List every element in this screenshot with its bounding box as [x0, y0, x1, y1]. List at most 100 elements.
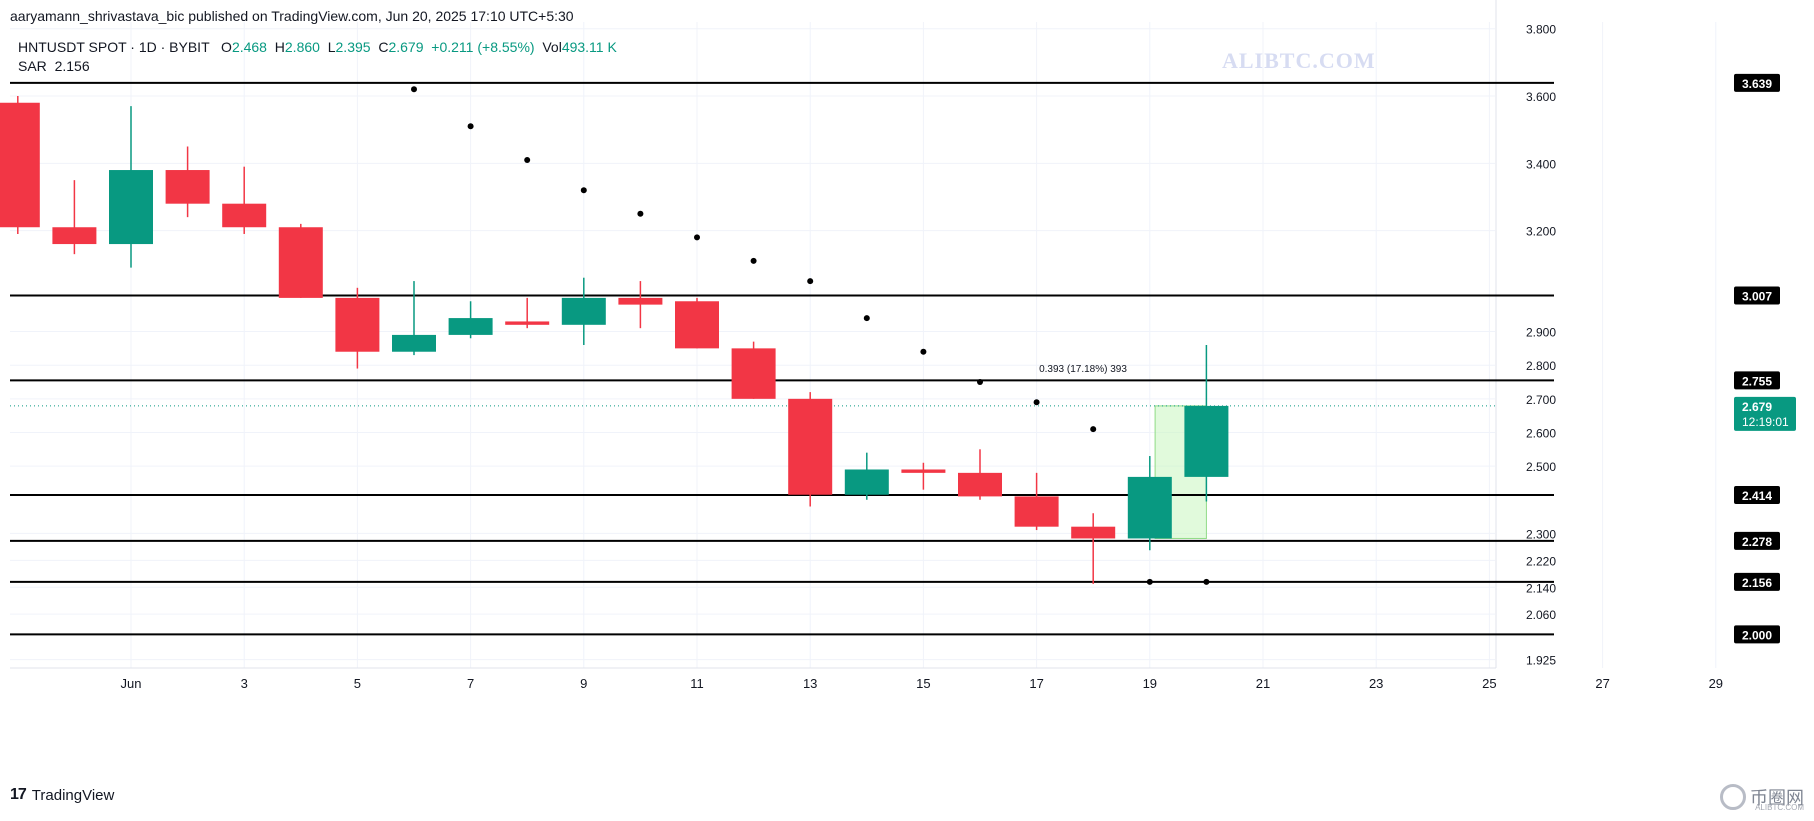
level-price-label: 2.156 [1742, 576, 1772, 590]
level-price-tag [1734, 572, 1780, 591]
candle-body-up [392, 334, 436, 352]
y-tick-label: 2.700 [1526, 393, 1556, 407]
change-value: +0.211 (+8.55%) [431, 39, 535, 55]
indicator-value: 2.156 [54, 58, 90, 74]
candle-body-up [1184, 405, 1229, 477]
candle-body-down [788, 398, 833, 495]
corner-brand-sub: ALIBTC.COM [1755, 803, 1804, 812]
candle-body-down [278, 227, 323, 298]
coin-logo-icon [1720, 784, 1746, 810]
y-tick-label: 2.300 [1526, 527, 1556, 541]
measure-label: 0.393 (17.18%) 393 [1039, 364, 1127, 375]
x-tick-label: 9 [580, 676, 587, 691]
y-tick-label: 2.800 [1526, 359, 1556, 373]
x-tick-label: 17 [1029, 676, 1043, 691]
countdown-label: 12:19:01 [1742, 415, 1789, 429]
x-tick-label: 15 [916, 676, 930, 691]
level-price-tag [1734, 531, 1780, 550]
candle-body-down [52, 227, 97, 245]
tradingview-logo-icon: 17 [10, 786, 27, 803]
candle-body-up [109, 170, 153, 245]
candle-body-down [731, 348, 776, 399]
sar-dot [920, 348, 927, 355]
level-price-label: 2.755 [1742, 374, 1772, 388]
volume-label: Vol [542, 39, 562, 55]
level-price-label: 3.007 [1742, 290, 1772, 304]
y-tick-label: 2.060 [1526, 608, 1556, 622]
y-tick-label: 3.600 [1526, 90, 1556, 104]
sar-dot [411, 86, 417, 93]
sar-dot [467, 123, 474, 130]
level-price-label: 2.414 [1742, 489, 1772, 503]
x-tick-label: 29 [1709, 676, 1723, 691]
low-label: L [327, 39, 336, 55]
candle-body-down [505, 321, 550, 325]
corner-brand-name: 币圈网 [1750, 788, 1804, 808]
candle-body-up [1127, 476, 1172, 539]
candle-body-down [1071, 526, 1116, 539]
corner-watermark: 币圈网 ALIBTC.COM [1720, 784, 1804, 812]
symbol-label[interactable]: HNTUSDT SPOT · 1D · BYBIT [18, 39, 210, 55]
x-tick-label: 11 [690, 676, 704, 691]
sar-dot [750, 257, 757, 264]
high-value: 2.860 [284, 39, 320, 55]
last-price-label: 2.679 [1742, 400, 1772, 414]
tradingview-brand[interactable]: 17 TradingView [10, 786, 114, 804]
level-price-tag [1734, 286, 1780, 305]
candle-body-up [448, 318, 493, 335]
sar-dot [1090, 426, 1097, 433]
legend-ohlc-row: HNTUSDT SPOT · 1D · BYBIT O2.468 H2.860 … [18, 38, 617, 57]
legend: HNTUSDT SPOT · 1D · BYBIT O2.468 H2.860 … [18, 38, 617, 76]
y-tick-label: 3.200 [1526, 225, 1556, 239]
candle-body-down [675, 301, 719, 349]
sar-dot [977, 379, 983, 386]
candle-body-up [844, 469, 889, 495]
candle-body-up [561, 297, 606, 325]
y-tick-label: 2.140 [1526, 581, 1556, 595]
sar-dot [1203, 578, 1210, 585]
x-tick-label: 3 [241, 676, 248, 691]
level-price-label: 2.278 [1742, 535, 1772, 549]
level-price-tag [1734, 486, 1780, 505]
open-label: O [221, 39, 232, 55]
close-label: C [378, 39, 389, 55]
sar-dot [1033, 399, 1040, 406]
close-value: 2.679 [388, 39, 424, 55]
y-tick-label: 3.400 [1526, 157, 1556, 171]
candle-body-down [0, 102, 40, 228]
publish-info: aaryamann_shrivastava_bic published on T… [10, 8, 574, 24]
candle-body-down [901, 469, 946, 473]
level-price-tag [1734, 73, 1780, 92]
level-price-label: 2.000 [1742, 628, 1772, 642]
candle-body-down [165, 170, 210, 204]
high-label: H [274, 39, 285, 55]
y-tick-label: 1.925 [1526, 654, 1556, 668]
x-tick-label: Jun [121, 676, 142, 691]
open-value: 2.468 [231, 39, 267, 55]
level-price-label: 3.639 [1742, 77, 1772, 91]
x-tick-label: 25 [1482, 676, 1496, 691]
candle-body-down [222, 203, 267, 228]
last-price-tag [1734, 396, 1796, 431]
y-tick-label: 2.220 [1526, 554, 1556, 568]
level-price-tag [1734, 371, 1780, 390]
low-value: 2.395 [335, 39, 371, 55]
sar-dot [694, 234, 700, 241]
y-tick-label: 3.800 [1526, 23, 1556, 37]
candle-body-down [618, 297, 663, 305]
indicator-name[interactable]: SAR [18, 58, 47, 74]
x-tick-label: 13 [803, 676, 817, 691]
candle-body-down [1014, 496, 1059, 527]
candle-body-down [958, 472, 1002, 497]
x-tick-label: 27 [1595, 676, 1609, 691]
x-tick-label: 23 [1369, 676, 1383, 691]
volume-value: 493.11 K [561, 39, 617, 55]
sar-dot [637, 210, 644, 217]
sar-dot [524, 156, 531, 163]
x-tick-label: 21 [1256, 676, 1270, 691]
sar-dot [807, 278, 814, 285]
x-tick-label: 5 [354, 676, 361, 691]
x-tick-label: 19 [1143, 676, 1157, 691]
